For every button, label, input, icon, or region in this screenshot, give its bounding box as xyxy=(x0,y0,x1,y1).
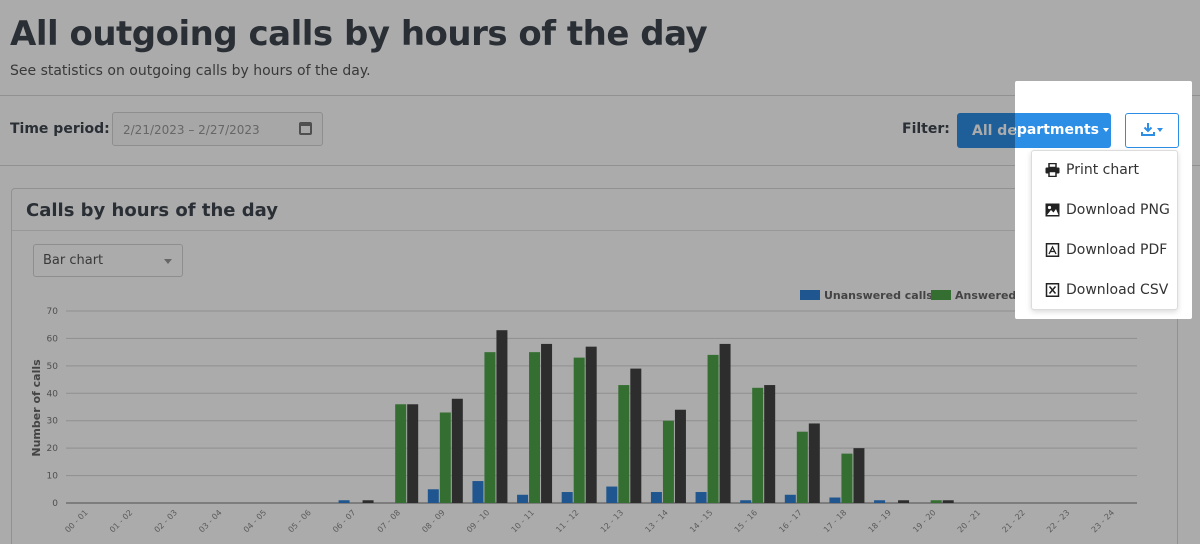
bar-unanswered xyxy=(472,481,484,503)
legend-swatch xyxy=(800,290,820,300)
department-filter-button-highlight[interactable]: All departments xyxy=(1015,113,1111,148)
legend-item-unanswered[interactable]: Unanswered calls xyxy=(800,289,933,302)
time-period-value: 2/21/2023 – 2/27/2023 xyxy=(123,123,260,137)
menu-item-label: Download PDF xyxy=(1066,242,1168,258)
bar-unanswered xyxy=(740,500,752,503)
caret-down-icon xyxy=(1102,128,1109,132)
bar-total xyxy=(630,368,642,503)
y-tick-label: 0 xyxy=(52,499,58,509)
toolbar-divider xyxy=(0,165,1200,166)
legend-swatch xyxy=(931,290,951,300)
y-axis-label: Number of calls xyxy=(30,359,43,457)
menu-item-download-pdf[interactable]: Download PDF xyxy=(1032,231,1177,270)
panel-title: Calls by hours of the day xyxy=(26,200,278,221)
bar-total xyxy=(808,423,820,503)
chart-type-select[interactable]: Bar chart xyxy=(33,244,183,277)
download-spotlight: All departments Print chart Download PNG… xyxy=(1015,81,1192,319)
menu-item-download-csv[interactable]: Download CSV xyxy=(1032,271,1177,310)
menu-item-download-png[interactable]: Download PNG xyxy=(1032,191,1177,230)
y-tick-label: 10 xyxy=(47,472,59,482)
bar-unanswered xyxy=(606,486,618,503)
page-subtitle: See statistics on outgoing calls by hour… xyxy=(10,63,371,79)
y-tick-label: 20 xyxy=(47,444,59,454)
calendar-icon[interactable] xyxy=(299,122,312,135)
bar-total xyxy=(496,330,508,503)
bar-unanswered xyxy=(517,494,529,503)
panel-divider xyxy=(12,230,1177,231)
menu-item-label: Print chart xyxy=(1066,162,1140,178)
download-icon xyxy=(1141,123,1155,136)
y-tick-label: 70 xyxy=(47,307,59,317)
bar-answered xyxy=(484,352,496,503)
menu-item-label: Download CSV xyxy=(1066,282,1169,298)
chart-type-value: Bar chart xyxy=(43,253,104,268)
csv-icon xyxy=(1045,283,1060,297)
bar-unanswered xyxy=(561,492,573,503)
bar-answered xyxy=(618,385,630,503)
bar-total xyxy=(674,409,686,503)
bar-answered xyxy=(439,412,451,503)
bar-unanswered xyxy=(874,500,886,503)
bar-answered xyxy=(707,354,719,503)
bar-unanswered xyxy=(784,494,796,503)
bar-answered xyxy=(930,500,942,503)
bar-unanswered xyxy=(829,497,841,503)
bar-answered xyxy=(752,387,764,503)
bar-answered xyxy=(529,352,541,503)
caret-down-icon xyxy=(164,259,172,264)
bar-total xyxy=(585,346,597,503)
bar-total xyxy=(853,448,865,503)
bar-unanswered xyxy=(427,489,439,503)
y-tick-label: 60 xyxy=(47,334,59,344)
bar-answered xyxy=(395,404,407,503)
y-tick-label: 30 xyxy=(47,417,59,427)
pdf-icon xyxy=(1045,243,1060,257)
department-filter-label: All departments xyxy=(1015,122,1099,138)
y-tick-label: 50 xyxy=(47,362,59,372)
bar-total xyxy=(362,500,374,503)
bar-unanswered xyxy=(338,500,350,503)
printer-icon xyxy=(1045,163,1060,177)
y-tick-label: 40 xyxy=(47,389,59,399)
time-period-input[interactable]: 2/21/2023 – 2/27/2023 xyxy=(112,112,323,146)
download-dropdown-menu: Print chart Download PNG Download PDF Do… xyxy=(1031,150,1178,310)
bar-total xyxy=(407,404,419,503)
bar-answered xyxy=(662,420,674,503)
bar-unanswered xyxy=(650,492,662,503)
bar-total xyxy=(541,343,553,503)
header-divider xyxy=(0,95,1200,96)
bar-answered xyxy=(796,431,808,503)
caret-down-icon xyxy=(1157,127,1163,132)
menu-item-print-chart[interactable]: Print chart xyxy=(1032,151,1177,190)
menu-item-label: Download PNG xyxy=(1066,202,1170,218)
bar-total xyxy=(942,500,954,503)
bar-answered xyxy=(841,453,853,503)
page-title: All outgoing calls by hours of the day xyxy=(10,14,708,54)
bar-total xyxy=(719,343,731,503)
legend-label: Unanswered calls xyxy=(824,289,933,302)
download-menu-button-active[interactable] xyxy=(1125,113,1179,148)
bar-unanswered xyxy=(695,492,707,503)
bar-total xyxy=(898,500,910,503)
bar-total xyxy=(451,398,463,503)
filter-label: Filter: xyxy=(902,121,950,137)
time-period-label: Time period: xyxy=(10,121,110,137)
bar-total xyxy=(764,385,776,503)
bar-answered xyxy=(573,357,585,503)
image-icon xyxy=(1045,203,1060,217)
